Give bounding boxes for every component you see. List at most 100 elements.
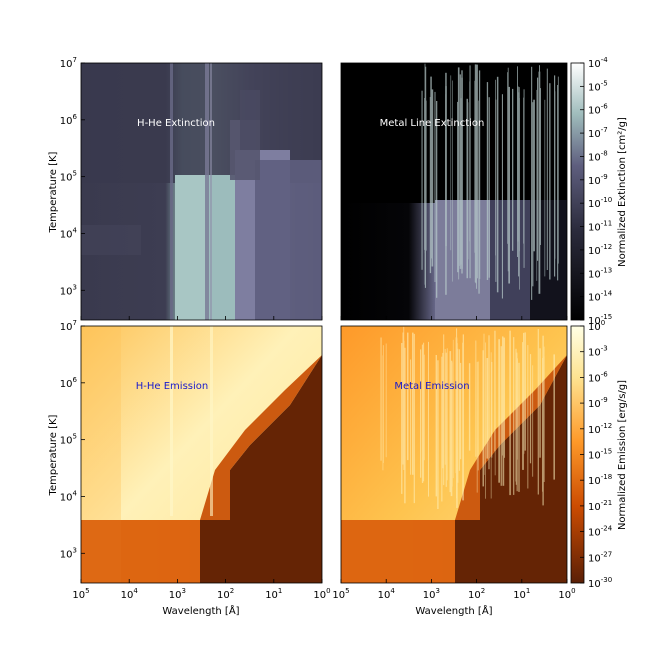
x-tick-label: 102 (468, 587, 485, 601)
spectral-line (403, 340, 405, 470)
spectral-line (459, 362, 462, 460)
spectral-line (460, 98, 462, 265)
spectral-line (456, 328, 458, 499)
spectral-line (445, 352, 447, 487)
spectral-line (537, 77, 539, 261)
y-tick-label: 103 (60, 546, 77, 560)
panel-hhe-emission (81, 326, 322, 583)
spectral-line (450, 360, 453, 497)
colorbar-tick-label: 10-10 (588, 196, 612, 210)
spectral-line (402, 332, 404, 465)
spectral-line (531, 66, 533, 300)
spectral-line (449, 351, 452, 493)
spectral-line (539, 65, 540, 290)
spectral-line (507, 72, 508, 244)
spectral-line (452, 80, 453, 282)
panel-title-metal-line-extinction: Metal Line Extinction (380, 118, 485, 129)
xlabel-left: Wavelength [Å] (162, 604, 239, 617)
colorbar-tick-label: 10-30 (588, 576, 612, 590)
panel-title-hhe-emission: H-He Emission (136, 381, 208, 392)
x-tick-label: 105 (332, 587, 349, 601)
y-tick-label: 104 (60, 226, 78, 240)
colorbar-tick-label: 10-14 (588, 290, 613, 304)
panel-title-hhe-extinction: H-He Extinction (137, 118, 215, 129)
spectral-line (523, 89, 525, 268)
spectral-line (435, 355, 437, 497)
frame-top-right (340, 62, 568, 321)
colorbar-tick-label: 10-4 (588, 56, 608, 70)
spectral-line (542, 335, 544, 506)
colorbar-extinction (570, 62, 585, 321)
spectral-line (469, 81, 471, 242)
spectral-line (512, 88, 514, 251)
spectral-line (518, 98, 520, 252)
spectral-line (539, 88, 541, 245)
colorbar-tick-label: 10-18 (588, 473, 612, 487)
spectral-line (474, 64, 477, 283)
colorbar-tick-label: 10-8 (588, 149, 608, 163)
spectral-line (527, 345, 529, 489)
x-tick-label: 102 (217, 587, 234, 601)
spectral-line (475, 340, 477, 457)
spectral-line (476, 78, 477, 289)
spectral-line (543, 356, 545, 482)
y-tick-label: 107 (60, 56, 77, 70)
colorbar-tick-label: 10-9 (588, 173, 608, 187)
spectral-line (557, 85, 559, 281)
spectral-line (524, 332, 526, 451)
y-tick-label: 105 (60, 170, 77, 184)
spectral-line (494, 330, 496, 452)
colorbar-tick-label: 10-6 (588, 370, 608, 384)
ylabel-top: Temperature [K] (48, 151, 59, 233)
panel-metal-line-extinction (341, 63, 567, 320)
x-tick-label: 100 (313, 587, 330, 601)
y-tick-label: 105 (60, 433, 77, 447)
y-tick-label: 106 (60, 376, 78, 390)
frame-bottom-left (80, 325, 323, 584)
spectral-line (536, 89, 538, 281)
x-tick-label: 105 (72, 587, 89, 601)
spectral-line (444, 349, 446, 465)
colorbar-extinction-label: Normalized Extinction [cm²/g] (617, 117, 628, 267)
y-tick-label: 106 (60, 113, 78, 127)
x-tick-label: 100 (558, 587, 575, 601)
spectral-line (380, 337, 382, 461)
spectral-line (482, 350, 484, 487)
colorbar-tick-label: 100 (588, 319, 605, 333)
spectral-line (452, 339, 454, 479)
spectral-line (507, 67, 509, 272)
spectral-line (486, 82, 489, 280)
spectral-line (445, 86, 447, 247)
spectral-line (513, 337, 515, 495)
x-tick-label: 101 (265, 587, 282, 601)
x-tick-label: 103 (423, 587, 440, 601)
spectral-line (434, 91, 436, 283)
spectral-line (476, 361, 478, 493)
spectral-line (441, 356, 443, 502)
spectral-line (404, 347, 406, 504)
colorbar-tick-label: 10-7 (588, 126, 608, 140)
spectral-line (410, 359, 412, 475)
spectral-line (385, 343, 387, 458)
spectral-line (421, 90, 423, 270)
spectral-line (517, 66, 518, 257)
colorbar-tick-label: 10-6 (588, 103, 608, 117)
spectral-line (483, 333, 485, 475)
spectral-line (529, 354, 532, 464)
spectral-line (431, 89, 434, 267)
spectral-line (557, 76, 559, 264)
spectral-line (436, 101, 438, 298)
spectral-line (533, 99, 535, 252)
colorbar-tick-label: 10-13 (588, 266, 612, 280)
colorbar-tick-label: 10-9 (588, 396, 608, 410)
spectral-line (546, 68, 548, 270)
spectral-line (491, 362, 493, 458)
spectral-line (456, 348, 459, 483)
colorbar-tick-label: 10-15 (588, 313, 612, 327)
y-tick-label: 103 (60, 283, 77, 297)
colorbar-tick-label: 10-12 (588, 422, 612, 436)
spectral-line (518, 362, 520, 492)
colorbar-tick-label: 10-5 (588, 79, 608, 93)
spectral-line (516, 360, 518, 492)
